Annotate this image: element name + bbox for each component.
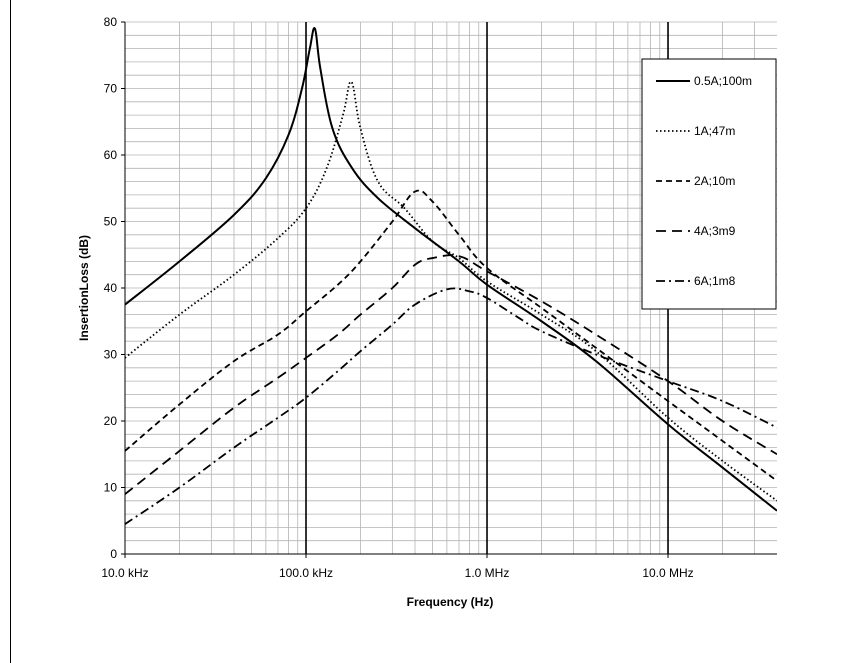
series-line-5 [125, 287, 777, 525]
page-left-border [10, 0, 11, 663]
y-axis-title: InsertionLoss (dB) [77, 235, 91, 341]
axes: 0 10 20 30 40 50 60 70 80 10.0 kHz 100.0 kHz 1.0 MH… [101, 15, 777, 580]
legend-box [641, 58, 777, 310]
series-line-4 [125, 254, 777, 495]
y-tick-label: 0 [110, 547, 117, 561]
series-lines [125, 27, 777, 525]
y-tick-label: 80 [104, 15, 118, 29]
legend-label-2: 1A;47m [694, 124, 735, 138]
x-axis-title: Frequency (Hz) [407, 595, 494, 609]
legend: 0.5A;100m 1A;47m 2A;10m 4A;3m9 6A;1m8 [641, 58, 777, 310]
x-tick-label: 10.0 kHz [101, 566, 148, 580]
y-tick-label: 40 [104, 281, 118, 295]
series-line-3 [125, 189, 777, 482]
y-tick-label: 60 [104, 148, 118, 162]
series-line-1 [125, 27, 777, 512]
legend-label-1: 0.5A;100m [694, 74, 752, 88]
legend-label-5: 6A;1m8 [694, 274, 736, 288]
legend-label-3: 2A;10m [694, 174, 735, 188]
y-tick-label: 20 [104, 414, 118, 428]
y-tick-label: 10 [104, 481, 118, 495]
y-tick-label: 50 [104, 215, 118, 229]
x-tick-label: 10.0 MHz [642, 566, 693, 580]
x-tick-label: 1.0 MHz [465, 566, 510, 580]
y-tick-label: 30 [104, 348, 118, 362]
y-tick-label: 70 [104, 82, 118, 96]
x-tick-label: 100.0 kHz [279, 566, 333, 580]
legend-label-4: 4A;3m9 [694, 224, 736, 238]
